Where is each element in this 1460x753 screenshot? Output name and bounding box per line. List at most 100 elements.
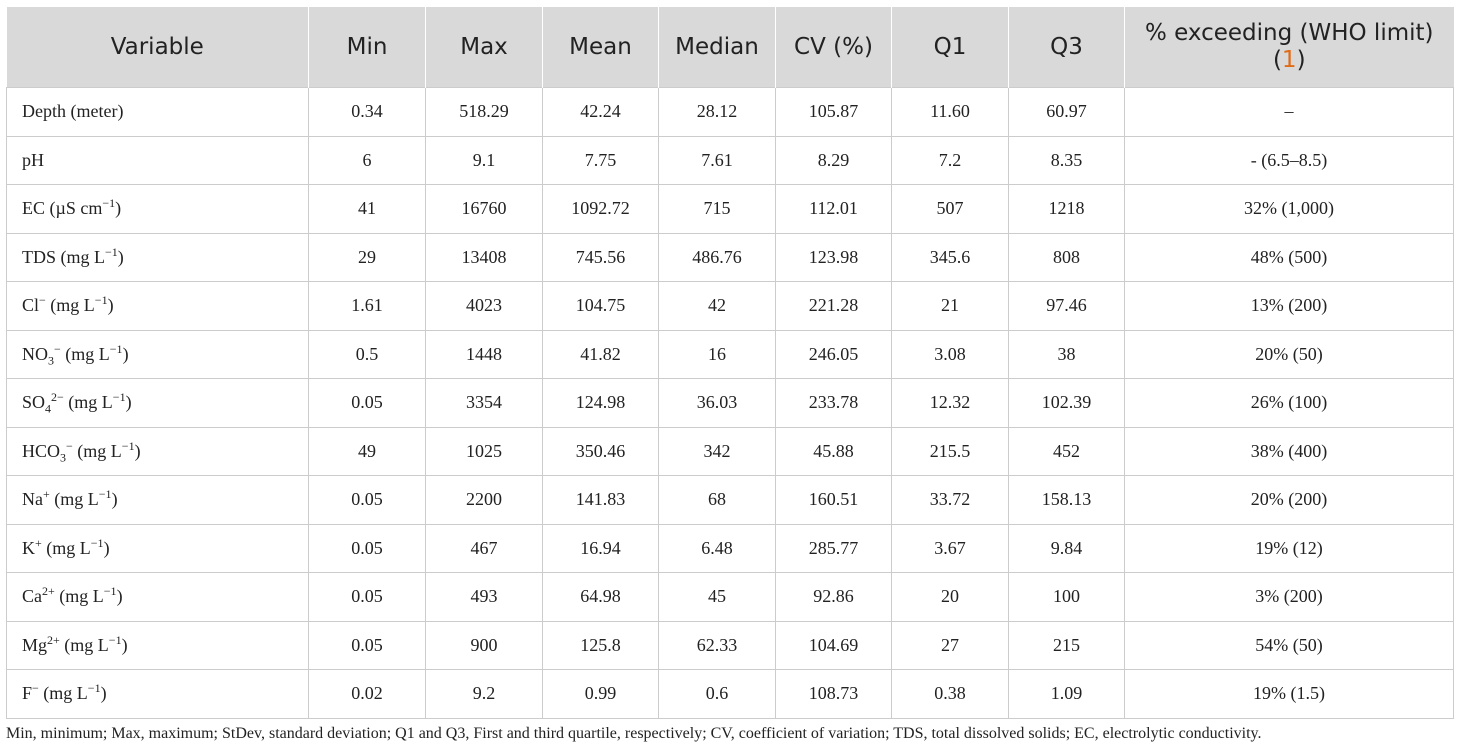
cell-variable: Depth (meter) — [6, 87, 309, 137]
cell-median: 342 — [658, 427, 776, 476]
cell-max: 4023 — [425, 281, 543, 331]
cell-q1: 345.6 — [891, 233, 1009, 282]
variable-unit-close: ) — [117, 246, 124, 267]
cell-mean: 350.46 — [542, 427, 659, 476]
table-row: TDS (mg L−1) 29 13408 745.56 486.76 123.98 345… — [6, 233, 1454, 282]
cell-mean: 7.75 — [542, 136, 659, 185]
variable-subscript: 4 — [45, 401, 52, 416]
header-exceeding: % exceeding (WHO limit) (1) — [1124, 7, 1454, 88]
cell-cv: 233.78 — [775, 378, 892, 428]
cell-q1: 3.08 — [891, 330, 1009, 379]
who-reference-link[interactable]: 1 — [1281, 47, 1297, 73]
cell-max: 900 — [425, 621, 543, 670]
cell-cv: 92.86 — [775, 572, 892, 622]
cell-median: 0.6 — [658, 669, 776, 719]
cell-cv: 45.88 — [775, 427, 892, 476]
cell-mean: 104.75 — [542, 281, 659, 331]
cell-mean: 141.83 — [542, 475, 659, 525]
cell-min: 41 — [308, 184, 426, 234]
header-q1: Q1 — [891, 7, 1009, 88]
variable-unit-close: ) — [125, 392, 132, 413]
variable-unit: (mg L — [59, 634, 109, 655]
cell-cv: 112.01 — [775, 184, 892, 234]
cell-median: 45 — [658, 572, 776, 622]
table-row: NO3− (mg L−1) 0.5 1448 41.82 16 246.05 3.08 38 2… — [6, 330, 1454, 379]
variable-unit: (mg L — [63, 392, 113, 413]
cell-min: 0.02 — [308, 669, 426, 719]
cell-exceed: – — [1124, 87, 1454, 137]
cell-q3: 1218 — [1008, 184, 1125, 234]
cell-cv: 108.73 — [775, 669, 892, 719]
cell-q1: 0.38 — [891, 669, 1009, 719]
cell-variable: K+ (mg L−1) — [6, 524, 309, 573]
cell-exceed: 32% (1,000) — [1124, 184, 1454, 234]
cell-mean: 124.98 — [542, 378, 659, 428]
variable-unit-exponent: −1 — [105, 244, 118, 259]
cell-variable: Cl− (mg L−1) — [6, 281, 309, 331]
cell-variable: HCO3− (mg L−1) — [6, 427, 309, 476]
variable-name: Depth (meter) — [22, 101, 124, 122]
cell-median: 486.76 — [658, 233, 776, 282]
cell-median: 16 — [658, 330, 776, 379]
variable-name: F — [22, 683, 33, 704]
cell-exceed: 54% (50) — [1124, 621, 1454, 670]
table-row: pH 6 9.1 7.75 7.61 8.29 7.2 8.35- (6.5–8.5) — [6, 136, 1454, 185]
cell-min: 1.61 — [308, 281, 426, 331]
cell-q1: 27 — [891, 621, 1009, 670]
header-median: Median — [658, 7, 776, 88]
table-row: Mg2+ (mg L−1) 0.05 900 125.8 62.33 104.69 27 21… — [6, 621, 1454, 670]
cell-median: 36.03 — [658, 378, 776, 428]
variable-superscript: 2− — [51, 390, 64, 405]
cell-q3: 452 — [1008, 427, 1125, 476]
variable-superscript: − — [39, 293, 46, 308]
cell-mean: 745.56 — [542, 233, 659, 282]
variable-subscript: 3 — [48, 353, 54, 368]
cell-cv: 246.05 — [775, 330, 892, 379]
cell-min: 6 — [308, 136, 426, 185]
cell-exceed: 19% (1.5) — [1124, 669, 1454, 719]
cell-min: 0.05 — [308, 572, 426, 622]
cell-variable: NO3− (mg L−1) — [6, 330, 309, 379]
variable-name: Cl — [22, 295, 40, 316]
cell-cv: 105.87 — [775, 87, 892, 137]
cell-min: 29 — [308, 233, 426, 282]
variable-superscript: + — [43, 487, 50, 502]
variable-unit-close: ) — [115, 198, 122, 219]
cell-max: 13408 — [425, 233, 543, 282]
statistics-table-container: Variable Min Max Mean Median CV (%) Q1 Q… — [6, 7, 1454, 719]
cell-q3: 8.35 — [1008, 136, 1125, 185]
cell-variable: SO42− (mg L−1) — [6, 378, 309, 428]
cell-min: 49 — [308, 427, 426, 476]
cell-median: 715 — [658, 184, 776, 234]
cell-mean: 125.8 — [542, 621, 659, 670]
cell-cv: 123.98 — [775, 233, 892, 282]
cell-min: 0.05 — [308, 378, 426, 428]
cell-mean: 0.99 — [542, 669, 659, 719]
variable-superscript: − — [54, 341, 61, 356]
variable-unit: (mg L — [41, 537, 91, 558]
cell-median: 68 — [658, 475, 776, 525]
variable-unit: (µS cm — [45, 198, 103, 219]
variable-unit-exponent: −1 — [102, 196, 116, 211]
cell-min: 0.34 — [308, 87, 426, 137]
variable-unit: (mg L — [56, 246, 106, 267]
cell-exceed: 20% (200) — [1124, 475, 1454, 525]
table-row: HCO3− (mg L−1) 49 1025 350.46 342 45.88 215.5 4… — [6, 427, 1454, 476]
variable-unit-close: ) — [107, 295, 114, 316]
variable-name: Na — [22, 489, 43, 510]
cell-q3: 60.97 — [1008, 87, 1125, 137]
cell-mean: 16.94 — [542, 524, 659, 573]
table-row: Depth (meter) 0.34 518.29 42.24 28.12 105.87 1… — [6, 87, 1454, 137]
variable-name: EC — [22, 198, 46, 219]
variable-unit-exponent: −1 — [121, 438, 135, 453]
variable-name: K — [22, 537, 35, 558]
variable-unit-close: ) — [121, 634, 128, 655]
variable-unit-close: ) — [116, 586, 123, 607]
variable-unit-close: ) — [122, 343, 129, 364]
variable-unit-close: ) — [100, 683, 107, 704]
cell-exceed: 38% (400) — [1124, 427, 1454, 476]
variable-unit-exponent: −1 — [103, 584, 117, 599]
cell-variable: Na+ (mg L−1) — [6, 475, 309, 525]
variable-superscript: 2+ — [47, 632, 60, 647]
variable-unit-close: ) — [103, 537, 110, 558]
